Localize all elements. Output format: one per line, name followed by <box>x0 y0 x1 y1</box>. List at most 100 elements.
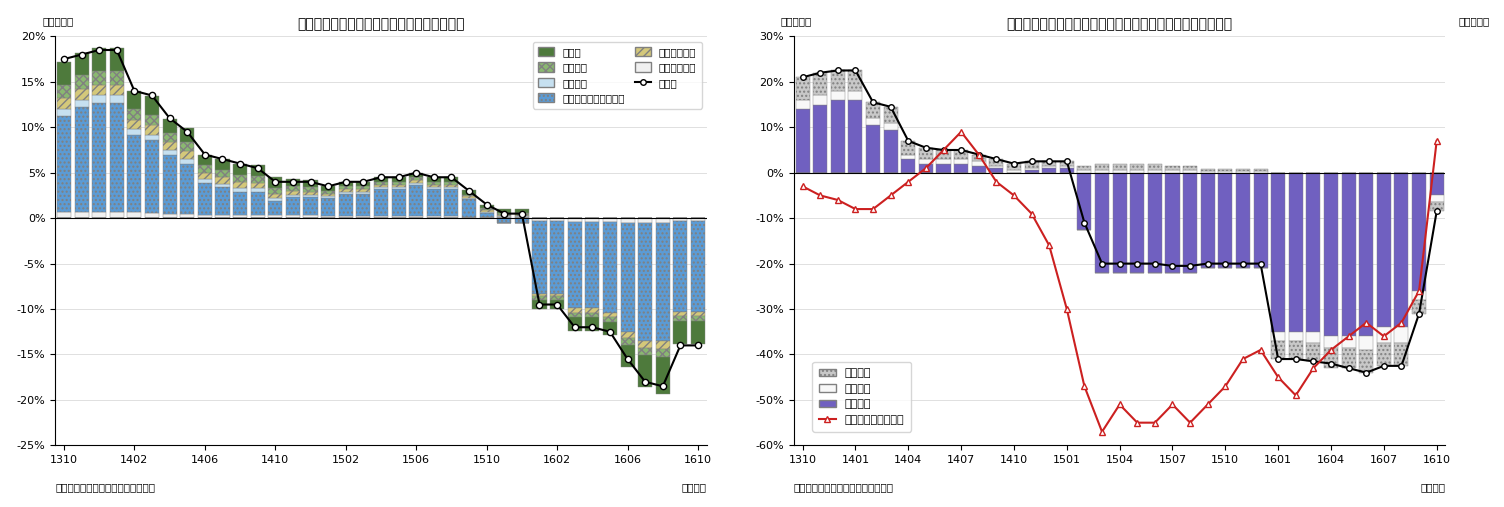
Bar <box>110 212 123 218</box>
Bar <box>320 198 335 216</box>
Bar <box>144 125 159 134</box>
Bar <box>444 189 459 216</box>
Bar <box>1307 343 1321 361</box>
Bar <box>514 218 529 223</box>
Bar <box>621 338 635 344</box>
Legend: その他, 機械器具, 化学製品, 石油・石炭・天然ガス, 金属・同製品, 食料品・飼料, 総平均: その他, 機械器具, 化学製品, 石油・石炭・天然ガス, 金属・同製品, 食料品… <box>532 42 701 108</box>
Bar <box>1271 332 1286 341</box>
Bar <box>268 177 283 188</box>
Bar <box>1430 195 1444 202</box>
Bar <box>901 159 916 173</box>
Bar <box>304 195 317 197</box>
Bar <box>656 349 669 357</box>
Bar <box>585 222 600 308</box>
Bar <box>796 100 809 109</box>
Bar <box>1218 173 1232 268</box>
Bar <box>286 195 299 197</box>
Bar <box>1253 171 1268 173</box>
Bar <box>180 151 194 159</box>
Bar <box>1430 202 1444 211</box>
Bar <box>567 317 582 331</box>
Bar <box>1236 169 1250 171</box>
Bar <box>674 221 687 312</box>
Text: （前年比）: （前年比） <box>42 16 74 26</box>
Bar <box>110 85 123 95</box>
Bar <box>674 321 687 344</box>
Bar <box>480 210 493 212</box>
Bar <box>532 294 546 296</box>
Bar <box>391 189 406 216</box>
Legend: 天然ガス, 石炭製品, 石油製品, 原油価格（ドバイ）: 天然ガス, 石炭製品, 石油製品, 原油価格（ドバイ） <box>812 361 911 431</box>
Title: 輸入物価指数変化率の要因分解（円ベース）: 輸入物価指数変化率の要因分解（円ベース） <box>298 17 465 31</box>
Bar <box>338 189 353 192</box>
Bar <box>866 118 880 125</box>
Bar <box>866 102 880 118</box>
Bar <box>1095 170 1108 173</box>
Bar <box>814 95 827 104</box>
Title: 輸入物価（石油・石炭・天然ガス）の要因分解（円ベース）: 輸入物価（石油・石炭・天然ガス）の要因分解（円ベース） <box>1006 17 1233 31</box>
Bar <box>1342 336 1355 348</box>
Bar <box>480 213 493 218</box>
Bar <box>1095 173 1108 273</box>
Bar <box>585 313 600 317</box>
Bar <box>1236 171 1250 173</box>
Bar <box>57 62 71 85</box>
Bar <box>251 192 265 214</box>
Bar <box>199 183 212 214</box>
Bar <box>268 188 283 194</box>
Bar <box>1024 170 1039 173</box>
Bar <box>1376 173 1391 327</box>
Bar <box>144 213 159 218</box>
Bar <box>1006 164 1021 170</box>
Bar <box>251 176 265 183</box>
Bar <box>391 187 406 189</box>
Bar <box>990 166 1003 168</box>
Bar <box>427 187 441 189</box>
Bar <box>338 192 353 194</box>
Bar <box>128 91 141 109</box>
Bar <box>462 195 477 196</box>
Bar <box>621 332 635 338</box>
Bar <box>884 130 898 173</box>
Bar <box>374 182 388 185</box>
Bar <box>374 185 388 187</box>
Bar <box>1360 173 1373 336</box>
Bar <box>954 164 969 173</box>
Bar <box>199 179 212 183</box>
Text: （月次）: （月次） <box>681 482 707 492</box>
Bar <box>427 182 441 185</box>
Bar <box>1412 300 1426 314</box>
Bar <box>444 187 459 189</box>
Bar <box>514 213 529 214</box>
Bar <box>480 208 493 210</box>
Text: （月次）: （月次） <box>1420 482 1445 492</box>
Bar <box>901 155 916 159</box>
Bar <box>674 316 687 321</box>
Bar <box>251 214 265 218</box>
Bar <box>215 177 230 184</box>
Bar <box>1394 327 1409 343</box>
Bar <box>444 177 459 182</box>
Bar <box>638 341 653 348</box>
Bar <box>1360 336 1373 350</box>
Bar <box>215 159 230 170</box>
Bar <box>1024 161 1039 168</box>
Bar <box>1060 168 1074 173</box>
Bar <box>199 173 212 179</box>
Bar <box>690 218 705 221</box>
Bar <box>585 317 600 331</box>
Bar <box>480 204 493 208</box>
Bar <box>603 218 617 222</box>
Bar <box>690 321 705 344</box>
Bar <box>75 100 89 107</box>
Bar <box>550 221 564 294</box>
Bar <box>304 192 317 195</box>
Bar <box>1253 169 1268 171</box>
Bar <box>884 107 898 123</box>
Bar <box>144 134 159 140</box>
Bar <box>796 77 809 100</box>
Bar <box>532 218 546 221</box>
Bar <box>972 155 985 161</box>
Bar <box>286 179 299 187</box>
Bar <box>128 109 141 120</box>
